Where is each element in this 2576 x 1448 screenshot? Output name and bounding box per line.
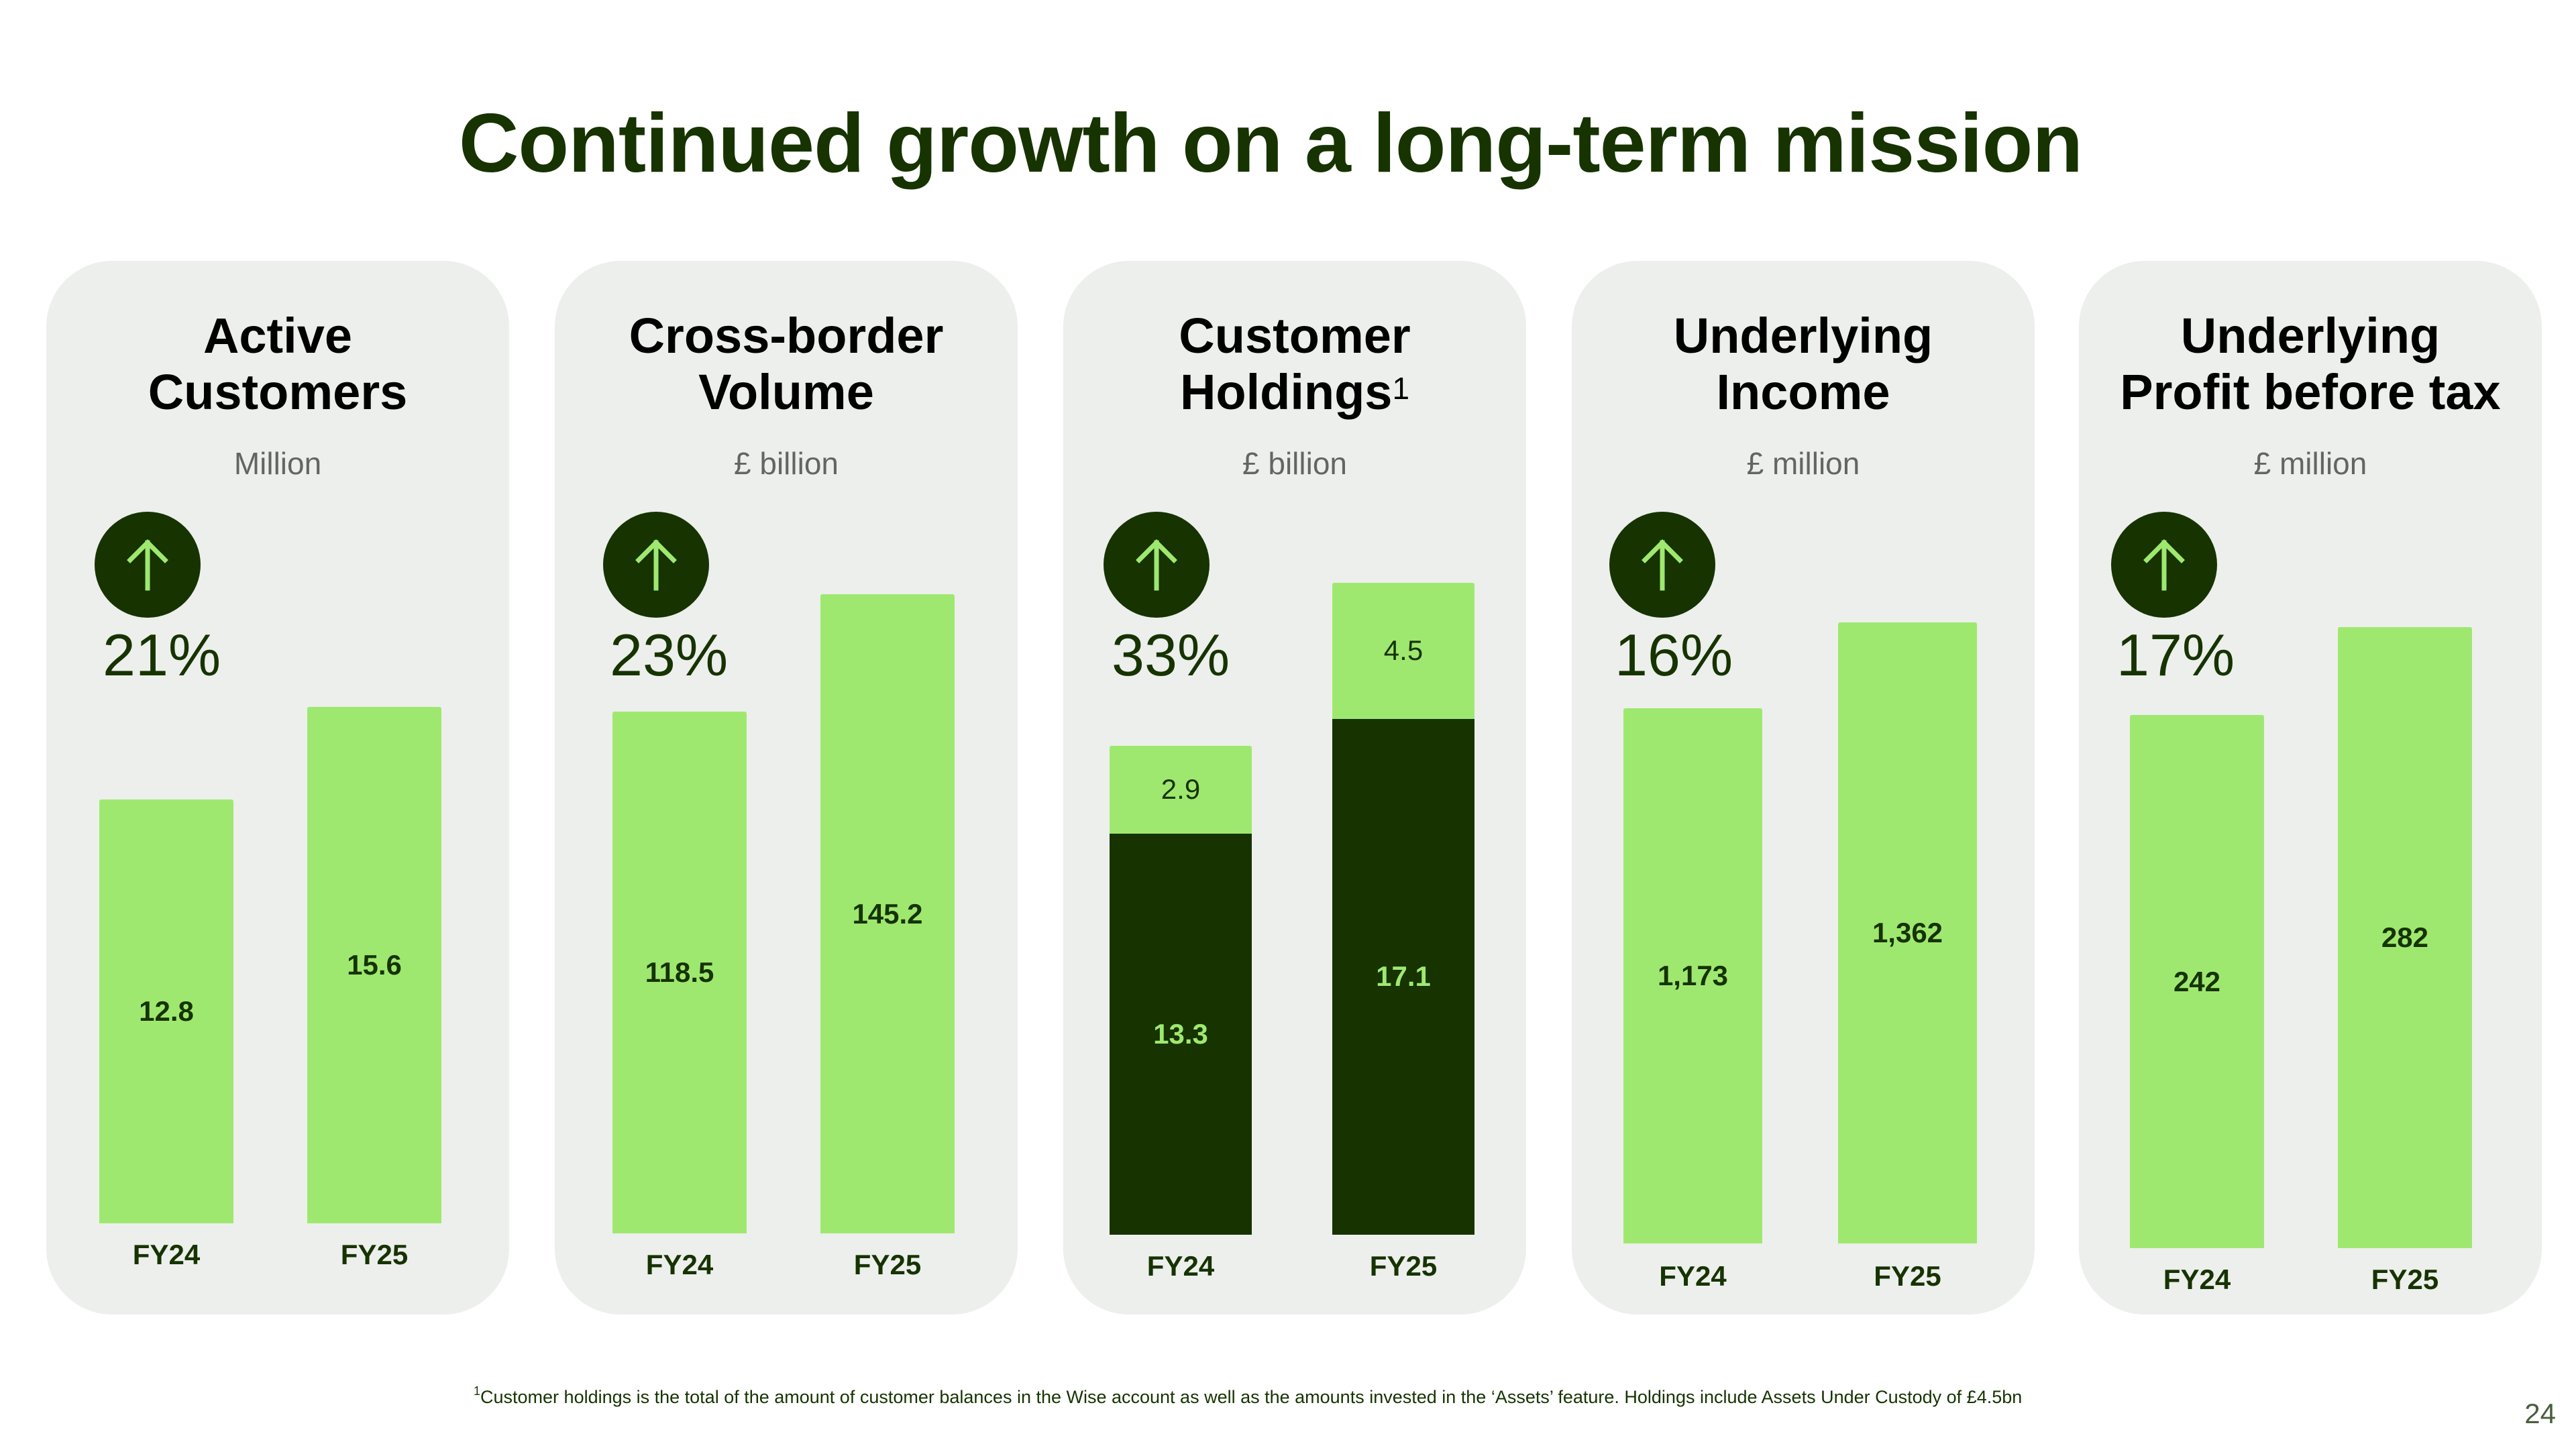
bar-value-label: 282 [2381,922,2429,953]
card-heading-line2: Income [1572,364,2035,421]
bar-value-label: 17.1 [1376,960,1431,993]
bar [1623,708,1762,1243]
bar [612,712,747,1233]
bar-value-label: 1,362 [1872,917,1943,948]
kpi-card: Cross-border Volume £ billion 23% 118.5 FY24 1… [555,261,1018,1315]
card-heading: Underlying Income [1572,308,2035,421]
footnote: 1Customer holdings is the total of the a… [474,1384,2023,1408]
bar [1838,622,1977,1243]
slide-title: Continued growth on a long-term mission [0,94,2576,194]
card-heading-line2: Volume [555,364,1018,421]
bar [2130,715,2264,1248]
card-heading-line1: Active [203,308,353,364]
card-heading: Cross-border Volume [555,308,1018,421]
x-tick-label: FY24 [2163,1264,2231,1295]
card-heading-line2-text: Volume [698,364,874,420]
bar-value-label: 15.6 [347,949,402,981]
footnote-text: Customer holdings is the total of the am… [480,1387,2023,1407]
card-unit: £ billion [1242,446,1347,481]
bar-value-label: 4.5 [1383,634,1424,667]
growth-percent: 16% [1615,622,1733,688]
x-tick-label: FY24 [1659,1260,1727,1292]
kpi-card: Active Customers Million 21% 12.8 FY24 15.6 FY2… [46,261,509,1315]
arrow-up-icon [95,512,201,618]
arrow-up-icon [603,512,709,618]
bar-value-label: 118.5 [645,956,714,989]
bar-value-label: 2.9 [1161,773,1201,805]
page-number: 24 [2524,1398,2556,1429]
card-heading-line2: Holdings1 [1063,364,1526,421]
footnote-marker: 1 [474,1384,481,1398]
bar-value-label: 1,173 [1657,960,1729,992]
growth-percent: 21% [103,622,221,688]
growth-percent: 33% [1112,622,1230,688]
bar [99,799,233,1223]
card-heading: Customer Holdings1 [1063,308,1526,421]
kpi-card: Customer Holdings1 £ billion 33% 13.3 2.9 FY24… [1063,261,1526,1315]
card-heading: Active Customers [46,308,509,421]
card-heading-line2-text: Profit before tax [2120,364,2501,420]
card-heading-line1: Cross-border [629,308,944,364]
footnote-marker: 1 [1392,371,1410,406]
kpi-card: Underlying Profit before tax £ million 17% 2… [2079,261,2542,1315]
x-tick-label: FY25 [2371,1264,2439,1295]
x-tick-label: FY25 [1874,1260,1941,1292]
x-tick-label: FY25 [340,1239,409,1270]
bar [2338,627,2472,1248]
arrow-up-icon [1104,512,1210,618]
bar-value-label: 13.3 [1153,1017,1208,1050]
card-heading-line1: Underlying [1673,308,1933,364]
x-tick-label: FY24 [645,1249,714,1280]
bar [307,707,441,1223]
arrow-up-icon [2111,512,2217,618]
bar-segment [1110,833,1252,1235]
card-heading-line1: Customer [1179,308,1411,364]
bar [820,594,955,1233]
card-heading: Underlying Profit before tax [2079,308,2542,421]
bar-segment [1332,583,1474,719]
growth-percent: 17% [2116,622,2235,688]
x-tick-label: FY25 [853,1249,922,1280]
card-heading-line2-text: Income [1716,364,1890,420]
arrow-up-icon [1609,512,1715,618]
growth-percent: 23% [610,622,729,688]
x-tick-label: FY25 [1369,1250,1438,1282]
card-heading-line2-text: Customers [148,364,408,420]
slide-title-text: Continued growth on a long-term mission [458,97,2083,190]
card-heading-line2-text: Holdings [1179,364,1393,420]
card-heading-line1: Underlying [2180,308,2440,364]
card-heading-line2: Customers [46,364,509,421]
card-heading-line2: Profit before tax [2079,364,2542,421]
bar-segment [1110,746,1252,834]
x-tick-label: FY24 [132,1239,201,1270]
bar-value-label: 242 [2173,965,2221,997]
card-unit: £ billion [734,446,839,481]
kpi-card: Underlying Income £ million 16% 1,173 FY24 1,3… [1572,261,2035,1315]
bar-value-label: 12.8 [139,995,194,1027]
card-unit: Million [233,446,322,481]
bar-value-label: 145.2 [852,897,923,930]
card-unit: £ million [1746,446,1860,481]
x-tick-label: FY24 [1146,1250,1215,1282]
card-unit: £ million [2253,446,2367,481]
bar-segment [1332,718,1474,1235]
